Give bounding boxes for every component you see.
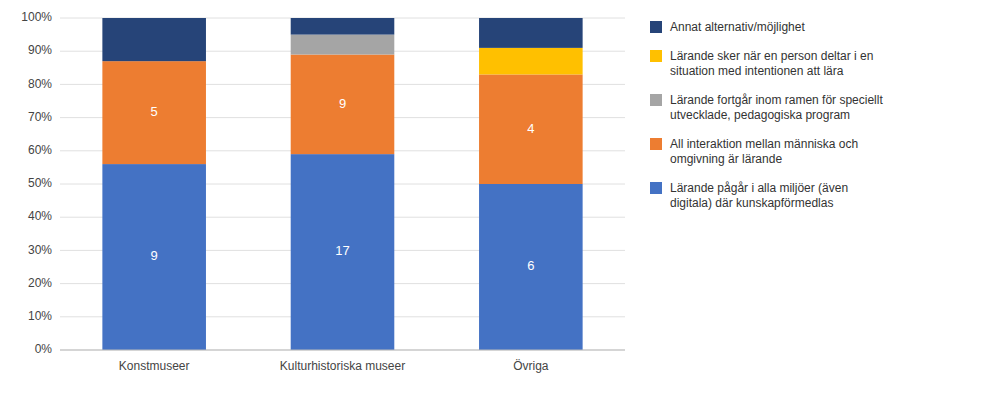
legend-label-line: digitala) där kunskapförmedlas xyxy=(670,196,833,210)
y-tick-label: 20% xyxy=(28,276,52,290)
y-tick-label: 60% xyxy=(28,143,52,157)
legend: Annat alternativ/möjlighet Lärande sker n… xyxy=(650,20,883,210)
legend-label-line: Lärande sker när en person deltar i en xyxy=(670,49,873,63)
bar-segment xyxy=(479,48,583,75)
y-axis: 0% 10% 20% 30% 40% 50% 60% 70% 80% 90% 100% xyxy=(21,10,625,356)
count-label: 5 xyxy=(151,104,158,119)
bar-segment xyxy=(291,35,395,55)
y-tick-label: 0% xyxy=(35,342,53,356)
legend-swatch xyxy=(650,138,662,150)
x-tick-label: Övriga xyxy=(513,359,549,373)
y-tick-label: 30% xyxy=(28,243,52,257)
legend-swatch xyxy=(650,94,662,106)
bars xyxy=(102,18,582,350)
x-tick-label: Kulturhistoriska museer xyxy=(280,359,405,373)
x-axis-line xyxy=(60,350,625,351)
count-label: 9 xyxy=(151,248,158,263)
chart: 0% 10% 20% 30% 40% 50% 60% 70% 80% 90% 100% 9 17 6 5 9 4… xyxy=(0,0,1003,397)
legend-label: Lärande sker när en person deltar i ensi… xyxy=(670,49,873,78)
bar-segment xyxy=(291,18,395,35)
count-label: 9 xyxy=(339,96,346,111)
bar-segment xyxy=(479,18,583,48)
y-tick-label: 80% xyxy=(28,77,52,91)
y-tick-label: 70% xyxy=(28,110,52,124)
bar-segment xyxy=(479,74,583,184)
bar-segment xyxy=(102,164,206,350)
legend-label-line: omgivning är lärande xyxy=(670,152,782,166)
legend-label: Lärande pågår i alla miljöer (ävendigita… xyxy=(670,181,848,210)
legend-label: All interaktion mellan människa ochomgiv… xyxy=(670,137,858,166)
legend-swatch xyxy=(650,50,662,62)
legend-label-line: utvecklade, pedagogiska program xyxy=(670,108,850,122)
count-label: 6 xyxy=(527,258,534,273)
legend-label-line: All interaktion mellan människa och xyxy=(670,137,858,151)
bar-segment xyxy=(102,61,206,164)
count-labels: 9 17 6 5 9 4 xyxy=(151,96,535,274)
count-label: 17 xyxy=(335,243,349,258)
y-tick-label: 40% xyxy=(28,209,52,223)
grid-line xyxy=(60,350,625,351)
legend-label-line: Lärande pågår i alla miljöer (även xyxy=(670,181,848,195)
legend-label-line: Lärande fortgår inom ramen för speciellt xyxy=(670,93,883,107)
legend-swatch xyxy=(650,182,662,194)
y-tick-label: 50% xyxy=(28,176,52,190)
legend-swatch xyxy=(650,21,662,33)
y-tick-label: 10% xyxy=(28,309,52,323)
y-tick-label: 100% xyxy=(21,10,52,24)
y-tick-label: 90% xyxy=(28,43,52,57)
x-tick-label: Konstmuseer xyxy=(119,359,190,373)
legend-label: Lärande fortgår inom ramen för speciellt… xyxy=(670,93,883,122)
legend-label-line: situation med intentionen att lära xyxy=(670,64,844,78)
bar-segment xyxy=(291,55,395,155)
bar-segment xyxy=(291,154,395,350)
legend-label: Annat alternativ/möjlighet xyxy=(670,20,805,34)
legend-label-line: Annat alternativ/möjlighet xyxy=(670,20,805,34)
count-label: 4 xyxy=(527,121,534,136)
bar-segment xyxy=(479,184,583,350)
bar-segment xyxy=(102,18,206,61)
x-axis: Konstmuseer Kulturhistoriska museer Övriga xyxy=(60,350,625,373)
